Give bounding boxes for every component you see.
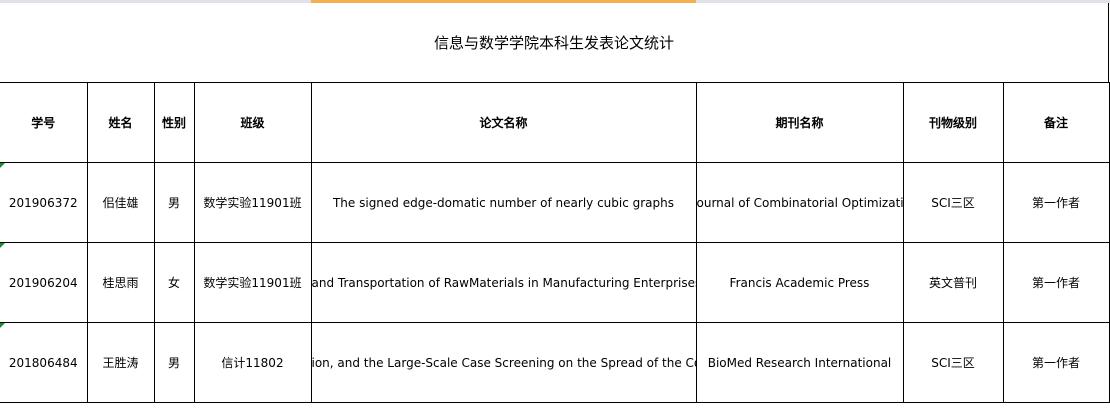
cell-student-id[interactable]: 201806484	[0, 322, 88, 403]
cell-class[interactable]: 数学实验11901班	[193, 162, 312, 243]
header-note[interactable]: 备注	[1002, 82, 1110, 163]
cell-paper-title[interactable]: and Transportation of RawMaterials in Ma…	[310, 242, 697, 323]
paper-table: 学号 姓名 性别 班级 论文名称 期刊名称 刊物级别 备注 201906372 …	[0, 82, 1110, 403]
cell-level[interactable]: SCI三区	[902, 162, 1004, 243]
cell-level[interactable]: 英文普刊	[902, 242, 1004, 323]
cell-paper-title[interactable]: The signed edge-domatic number of nearly…	[310, 162, 697, 243]
cell-class[interactable]: 信计11802	[193, 322, 312, 403]
cell-student-id[interactable]: 201906204	[0, 242, 88, 323]
cell-name[interactable]: 佀佳雄	[86, 162, 155, 243]
header-class[interactable]: 班级	[193, 82, 312, 163]
cell-name[interactable]: 桂思雨	[86, 242, 155, 323]
header-row: 学号 姓名 性别 班级 论文名称 期刊名称 刊物级别 备注	[0, 82, 1110, 163]
header-paper-title[interactable]: 论文名称	[310, 82, 697, 163]
cell-gender[interactable]: 男	[153, 322, 195, 403]
cell-journal[interactable]: ournal of Combinatorial Optimizatio	[695, 162, 904, 243]
cell-note[interactable]: 第一作者	[1002, 322, 1110, 403]
cell-class[interactable]: 数学实验11901班	[193, 242, 312, 323]
cell-student-id[interactable]: 201906372	[0, 162, 88, 243]
selected-column-indicator	[311, 0, 696, 3]
header-student-id[interactable]: 学号	[0, 82, 88, 163]
error-indicator-icon	[0, 243, 5, 248]
table-row: 201906204 桂思雨 女 数学实验11901班 and Transport…	[0, 242, 1110, 323]
header-journal[interactable]: 期刊名称	[695, 82, 904, 163]
cell-note[interactable]: 第一作者	[1002, 242, 1110, 323]
sheet-title[interactable]: 信息与数学学院本科生发表论文统计	[0, 3, 1109, 82]
error-indicator-icon	[0, 163, 5, 168]
table-row: 201806484 王胜涛 男 信计11802 ion, and the Lar…	[0, 322, 1110, 403]
cell-paper-title[interactable]: ion, and the Large-Scale Case Screening …	[310, 322, 697, 403]
header-name[interactable]: 姓名	[86, 82, 155, 163]
cell-gender[interactable]: 女	[153, 242, 195, 323]
cell-journal[interactable]: Francis Academic Press	[695, 242, 904, 323]
cell-level[interactable]: SCI三区	[902, 322, 1004, 403]
cell-journal[interactable]: BioMed Research International	[695, 322, 904, 403]
cell-gender[interactable]: 男	[153, 162, 195, 243]
header-level[interactable]: 刊物级别	[902, 82, 1004, 163]
table-row: 201906372 佀佳雄 男 数学实验11901班 The signed ed…	[0, 162, 1110, 243]
cell-note[interactable]: 第一作者	[1002, 162, 1110, 243]
error-indicator-icon	[0, 323, 5, 328]
header-gender[interactable]: 性别	[153, 82, 195, 163]
cell-name[interactable]: 王胜涛	[86, 322, 155, 403]
